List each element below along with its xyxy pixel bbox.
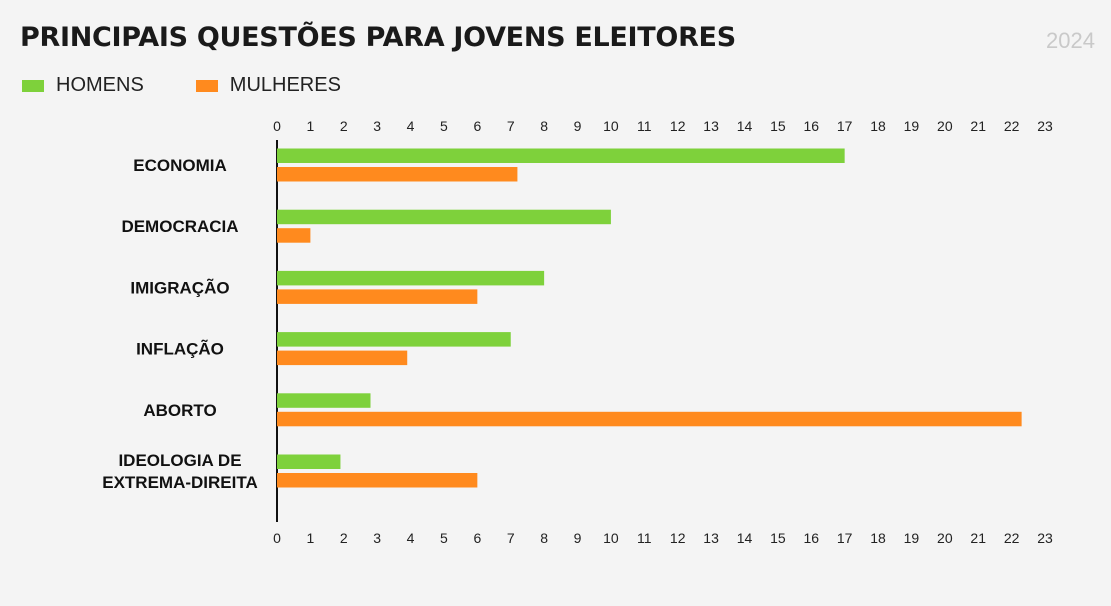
x-tick-label-top: 7 — [507, 118, 515, 134]
x-tick-label-top: 15 — [770, 118, 786, 134]
x-tick-label-top: 20 — [937, 118, 953, 134]
legend-label-mulheres: MULHERES — [229, 74, 341, 96]
x-tick-label-bottom: 12 — [670, 530, 686, 546]
x-tick-label-top: 14 — [737, 118, 753, 134]
category-label: IMIGRAÇÃO — [130, 277, 229, 297]
bar-homens — [277, 148, 845, 163]
x-tick-label-bottom: 18 — [870, 530, 886, 546]
legend: HOMENS MULHERES — [22, 74, 393, 97]
x-tick-label-bottom: 19 — [904, 530, 920, 546]
x-tick-label-top: 4 — [407, 118, 415, 134]
bar-homens — [277, 209, 611, 225]
x-tick-label-top: 8 — [540, 118, 548, 134]
x-tick-label-bottom: 21 — [970, 530, 986, 546]
x-tick-label-bottom: 13 — [703, 530, 719, 546]
x-tick-label-top: 1 — [306, 118, 314, 134]
x-tick-label-bottom: 15 — [770, 530, 786, 546]
x-tick-label-top: 21 — [970, 118, 986, 134]
bar-mulheres — [277, 473, 478, 488]
x-tick-label-top: 2 — [340, 118, 348, 134]
x-tick-label-bottom: 8 — [540, 530, 548, 546]
x-tick-label-top: 13 — [703, 118, 719, 134]
x-tick-label-bottom: 9 — [574, 530, 582, 546]
bar-mulheres — [277, 411, 1022, 427]
x-tick-label-top: 22 — [1004, 118, 1020, 134]
bar-mulheres — [277, 167, 518, 182]
x-tick-label-bottom: 5 — [440, 530, 448, 546]
x-tick-label-top: 0 — [273, 118, 281, 134]
x-tick-label-bottom: 1 — [306, 530, 314, 546]
x-tick-label-top: 6 — [473, 118, 481, 134]
legend-swatch-mulheres — [195, 79, 218, 92]
category-label: ECONOMIA — [133, 156, 227, 175]
x-tick-label-bottom: 2 — [340, 530, 348, 546]
bar-mulheres — [277, 350, 408, 366]
bar-homens — [277, 270, 545, 286]
x-tick-label-top: 16 — [803, 118, 819, 134]
bar-mulheres — [277, 228, 311, 243]
x-tick-label-bottom: 6 — [473, 530, 481, 546]
x-tick-label-top: 23 — [1037, 118, 1053, 134]
x-tick-label-bottom: 0 — [273, 530, 281, 546]
legend-item-homens: HOMENS — [22, 74, 144, 97]
x-tick-label-top: 19 — [904, 118, 920, 134]
x-tick-label-bottom: 20 — [937, 530, 953, 546]
bar-homens — [277, 332, 511, 347]
category-label: IDEOLOGIA DE EXTREMA-DIREITA — [102, 451, 258, 492]
x-tick-label-bottom: 3 — [373, 530, 381, 546]
x-tick-label-bottom: 23 — [1037, 530, 1053, 546]
x-tick-label-bottom: 10 — [603, 530, 619, 546]
x-tick-label-bottom: 14 — [737, 530, 753, 546]
legend-swatch-homens — [22, 79, 44, 92]
x-tick-label-top: 5 — [440, 118, 448, 134]
x-tick-label-bottom: 17 — [837, 530, 853, 546]
category-label: ABORTO — [143, 401, 216, 420]
x-tick-label-top: 12 — [670, 118, 686, 134]
bar-homens — [277, 454, 341, 469]
category-label: INFLAÇÃO — [136, 339, 224, 359]
category-label: DEMOCRACIA — [121, 217, 238, 236]
x-tick-label-bottom: 11 — [637, 530, 652, 546]
x-tick-label-top: 17 — [837, 118, 853, 134]
x-tick-label-top: 9 — [574, 118, 582, 134]
legend-label-homens: HOMENS — [56, 74, 144, 96]
x-tick-label-bottom: 22 — [1004, 530, 1020, 546]
legend-item-mulheres: MULHERES — [195, 74, 341, 97]
x-tick-label-top: 10 — [603, 118, 619, 134]
x-tick-label-top: 3 — [373, 118, 381, 134]
x-tick-label-bottom: 16 — [803, 530, 819, 546]
bar-mulheres — [277, 289, 478, 304]
x-tick-label-bottom: 4 — [407, 530, 415, 546]
chart-title: PRINCIPAIS QUESTÕES PARA JOVENS ELEITORE… — [20, 22, 736, 53]
x-tick-label-bottom: 7 — [507, 530, 515, 546]
bar-homens — [277, 393, 371, 408]
x-tick-label-top: 11 — [637, 118, 652, 134]
x-tick-label-top: 18 — [870, 118, 886, 134]
year-label: 2024 — [1046, 28, 1095, 53]
